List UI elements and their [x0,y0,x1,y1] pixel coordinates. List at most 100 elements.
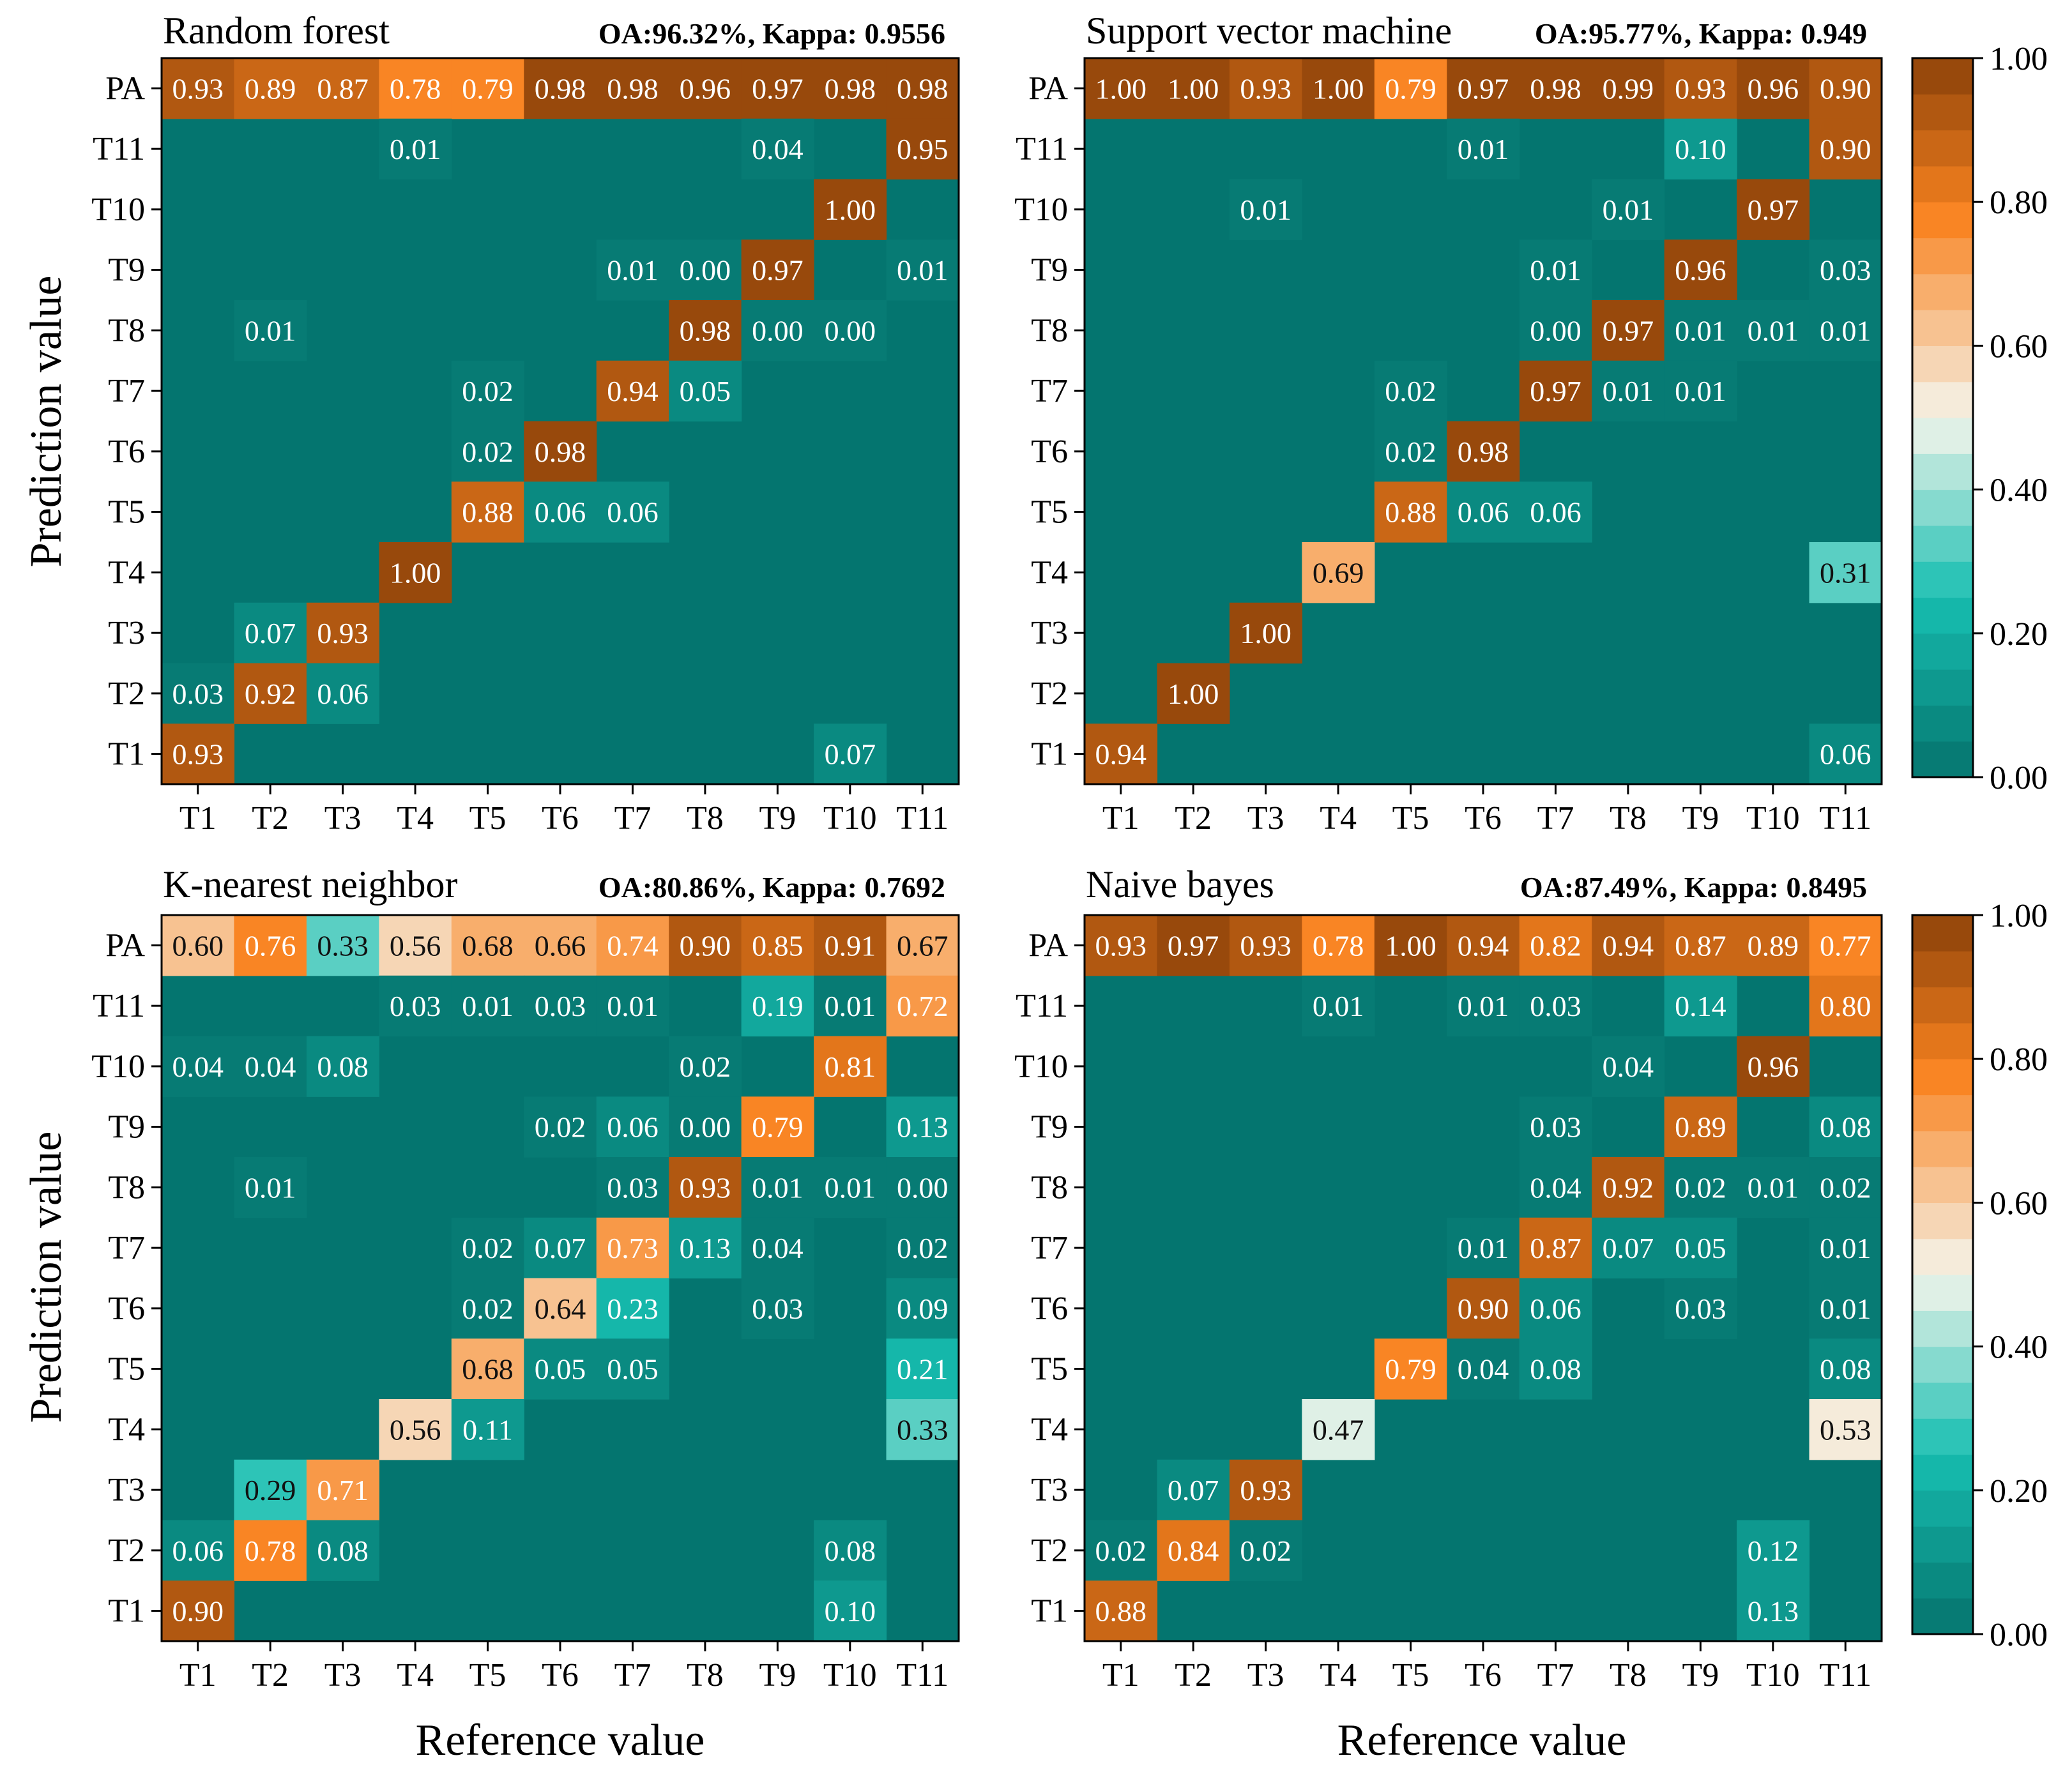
x-tick-label: T3 [1247,800,1284,837]
cell-value-label: 0.73 [607,1232,659,1264]
heatmap-cell [234,1036,307,1097]
colorbar-segment [1912,1275,1973,1311]
x-tick-label: T2 [1175,800,1212,837]
cell-value-label: 0.29 [245,1474,296,1506]
colorbar-segment [1912,1346,1973,1383]
cell-value-label: 1.00 [1168,678,1219,710]
heatmap-cell [1664,300,1737,361]
heatmap-cell [669,300,742,361]
heatmap-cell [451,360,524,422]
y-tick-label: T10 [1014,192,1068,228]
x-tick-label: T1 [179,1657,217,1693]
heatmap-cell [1664,1157,1737,1218]
cell-value-label: 0.08 [825,1534,876,1567]
y-tick-label: T5 [108,494,145,531]
heatmap-cell [596,1157,669,1218]
x-tick-label: T7 [1537,1657,1574,1693]
cell-value-label: 0.03 [607,1171,659,1204]
heatmap-cell [1592,58,1665,119]
heatmap-cell [814,915,887,976]
heatmap-cell [1302,915,1375,976]
heatmap-cell [1519,975,1592,1037]
colorbar-segment [1912,915,1973,951]
cell-value-label: 0.02 [462,1232,514,1264]
cell-value-label: 0.04 [1603,1050,1654,1083]
cell-value-label: 0.69 [1313,556,1364,589]
heatmap-cell [1664,239,1737,301]
heatmap-cell [1374,1338,1447,1400]
cell-value-label: 0.07 [1168,1474,1219,1506]
heatmap-cell [1519,1217,1592,1279]
heatmap-cell [596,975,669,1037]
colorbar-segment [1912,381,1973,418]
colorbar-segment [1912,561,1973,598]
heatmap-cell [596,1096,669,1158]
x-tick-label: T1 [179,800,217,837]
colorbar-tick-label: 0.60 [1990,1185,2048,1222]
cell-value-label: 0.98 [535,436,586,468]
cell-value-label: 0.79 [1385,1353,1436,1386]
cell-value-label: 0.04 [752,1232,804,1264]
cell-value-label: 0.01 [1820,1232,1871,1264]
heatmap-cell [379,58,452,119]
colorbar-tick-label: 0.80 [1990,1042,2048,1078]
colorbar-tick-label: 1.00 [1990,898,2048,934]
cell-value-label: 0.01 [607,990,659,1022]
heatmap-cell [1592,300,1665,361]
heatmap-cell [669,1036,742,1097]
cell-value-label: 0.03 [1530,990,1581,1022]
heatmap-cell [814,1157,887,1218]
y-tick-label: T4 [108,554,145,591]
colorbar-tick-label: 0.60 [1990,328,2048,365]
heatmap-cell [886,118,959,180]
colorbar-tick-label: 0.20 [1990,1473,2048,1510]
colorbar-segment [1912,987,1973,1024]
cell-value-label: 0.04 [752,133,804,165]
cell-value-label: 0.01 [390,133,441,165]
heatmap-cell [596,1338,669,1400]
colorbar-segment [1912,1526,1973,1563]
heatmap-cell [1809,300,1882,361]
x-tick-label: T11 [1819,800,1871,837]
x-tick-label: T4 [397,1657,434,1693]
cell-value-label: 0.01 [1748,1171,1799,1204]
heatmap-cell [1809,975,1882,1037]
heatmap-cell [451,1338,524,1400]
cell-value-label: 0.82 [1530,929,1581,962]
colorbar-segment [1912,951,1973,988]
cell-value-label: 0.96 [1748,1050,1799,1083]
cell-value-label: 0.93 [1240,929,1291,962]
cell-value-label: 0.93 [1240,72,1291,105]
heatmap-cell [596,360,669,422]
x-axis-label-left: Reference value [416,1716,705,1765]
heatmap-cell [379,975,452,1037]
heatmap-cell [814,1580,887,1642]
heatmap-cell [524,481,597,543]
cell-value-label: 0.72 [897,990,948,1022]
cell-value-label: 0.90 [1820,133,1871,165]
heatmap-cell [886,1217,959,1279]
cell-value-label: 0.04 [1530,1171,1581,1204]
heatmap-cell [524,421,597,482]
cell-value-label: 0.13 [1748,1595,1799,1628]
x-tick-label: T3 [324,1657,362,1693]
x-tick-label: T4 [1320,1657,1357,1693]
heatmap-cell [814,975,887,1037]
cell-value-label: 0.06 [1820,738,1871,771]
heatmap-cell [379,915,452,976]
heatmap-cell [1519,1278,1592,1339]
colorbar-segment [1912,310,1973,346]
y-tick-label: T5 [1031,1351,1068,1388]
cell-value-label: 0.98 [1458,436,1509,468]
y-tick-label: PA [1028,927,1068,964]
cell-value-label: 0.93 [1240,1474,1291,1506]
heatmap-cell [596,481,669,543]
colorbar-bottom: 0.00 0.20 0.40 0.60 0.80 1.00 [1911,898,2048,1653]
cell-value-label: 0.00 [680,254,731,287]
x-tick-label: T2 [252,1657,289,1693]
heatmap-cell [741,975,814,1037]
heatmap-cell [669,58,742,119]
heatmap-cell [1737,1157,1810,1218]
heatmap-cell [1737,1520,1810,1581]
heatmap-cell [669,239,742,301]
